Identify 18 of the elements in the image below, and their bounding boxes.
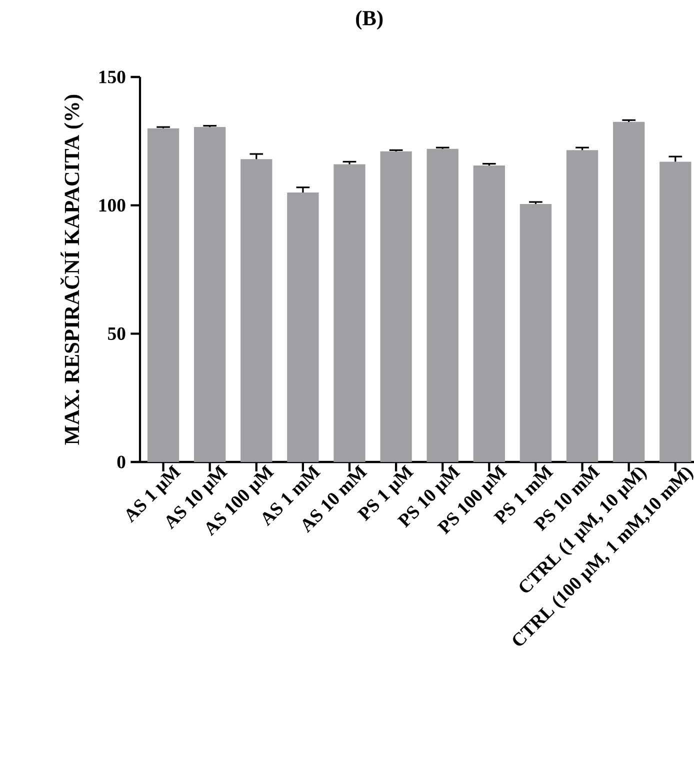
bar bbox=[240, 159, 272, 462]
chart-title: (B) bbox=[356, 10, 383, 30]
bar bbox=[612, 122, 645, 462]
bar bbox=[147, 128, 180, 462]
bar bbox=[380, 151, 412, 462]
bar bbox=[334, 164, 366, 462]
bar bbox=[660, 162, 692, 462]
y-tick-label: 100 bbox=[99, 199, 126, 212]
bar bbox=[520, 204, 552, 462]
y-tick-label: 0 bbox=[117, 456, 126, 468]
y-axis-title: MAX. RESPIRAČNÍ KAPACITA (%) bbox=[60, 94, 84, 445]
y-tick-label: 150 bbox=[99, 70, 126, 84]
bar bbox=[566, 150, 598, 462]
bar bbox=[194, 127, 226, 462]
y-tick-label: 50 bbox=[108, 327, 126, 340]
bar bbox=[473, 166, 505, 462]
bar bbox=[287, 192, 319, 462]
bar bbox=[426, 148, 458, 462]
